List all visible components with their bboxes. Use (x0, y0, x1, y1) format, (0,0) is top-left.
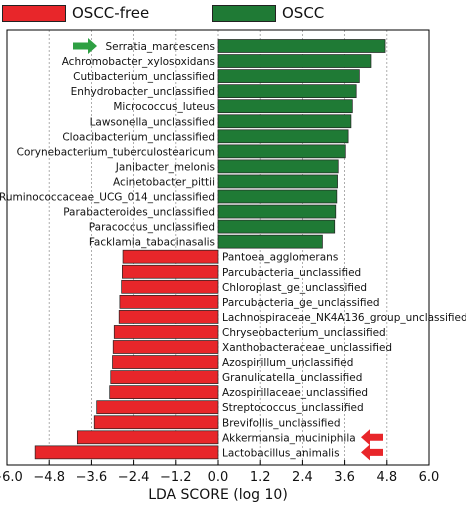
category-label: Cloacibacterium_unclassified (62, 131, 215, 143)
category-label: Achromobacter_xylosoxidans (62, 56, 215, 68)
legend-swatch-oscc (212, 4, 276, 22)
bar-Chloroplast_ge_unclassified (121, 279, 219, 294)
category-label: Corynebacterium_tuberculostearicum (17, 146, 215, 158)
bar-Ruminococcaceae_UCG_014_unclassified (217, 189, 338, 204)
legend: OSCC-free OSCC (0, 0, 466, 28)
category-label: Paracoccus_unclassified (89, 222, 215, 234)
category-label: Micrococcus_luteus (113, 101, 215, 113)
bar-Azospirillum_unclassified (112, 355, 219, 369)
category-label: Parcubacteria_unclassified (222, 267, 361, 279)
category-label: Xanthobacteraceae_unclassified (222, 342, 392, 354)
x-tick-label: 0.0 (208, 470, 229, 485)
legend-label-oscc: OSCC (282, 4, 325, 22)
tick-layer: −6.0 −4.8 −3.6 −2.4 −1.2 0.0 1.2 2.4 3.6 4.8 6.0 (0, 460, 439, 485)
highlight-arrow-icon (361, 429, 383, 446)
bar-Lactobacillus_animalis (34, 445, 219, 460)
highlight-arrow-icon (73, 38, 97, 54)
bar-Janibacter_melonis (217, 159, 339, 174)
bar-Parcubacteria_ge_unclassified (119, 295, 219, 309)
category-label: Pantoea_agglomerans (222, 252, 338, 264)
category-label: Cutibacterium_unclassified (73, 71, 215, 83)
category-label: Lawsonella_unclassified (90, 116, 215, 128)
category-label: Acinetobacter_pittii (113, 176, 215, 188)
x-tick-label: −1.2 (160, 470, 192, 485)
x-tick-label: 1.2 (250, 470, 271, 485)
bar-Akkermansia_muciniphila (76, 430, 219, 445)
x-axis-label: LDA SCORE (log 10) (148, 487, 288, 503)
bar-Facklamia_tabacinasalis (217, 234, 323, 249)
x-tick-label: −4.8 (33, 470, 65, 485)
category-label: Parabacteroides_unclassified (63, 207, 215, 219)
bar-Parcubacteria_unclassified (121, 264, 219, 279)
bar-Micrococcus_luteus (217, 99, 353, 114)
x-tick-label: −6.0 (0, 470, 23, 485)
x-tick-label: −2.4 (118, 470, 150, 485)
category-label: Lactobacillus_animalis (222, 447, 340, 459)
category-label: Akkermansia_muciniphila (222, 432, 356, 444)
bar-Paracoccus_unclassified (217, 219, 336, 234)
bar-Enhydrobacter_unclassified (217, 84, 357, 99)
category-label: Chryseobacterium_unclassified (222, 327, 386, 339)
category-label: Azospirillum_unclassified (222, 357, 353, 369)
bar-layer (34, 39, 386, 460)
highlight-arrow-icon (361, 444, 383, 461)
x-tick-label: −3.6 (76, 470, 108, 485)
bar-Xanthobacteraceae_unclassified (112, 340, 219, 354)
bar-Brevifollis_unclassified (93, 415, 219, 430)
bar-Cloacibacterium_unclassified (217, 129, 349, 144)
category-label: Ruminococcaceae_UCG_014_unclassified (0, 192, 215, 204)
x-tick-label: 2.4 (292, 470, 313, 485)
category-label: Chloroplast_ge_unclassified (222, 282, 367, 294)
category-label: Streptococcus_unclassified (222, 402, 364, 414)
bar-Azospirillaceae_unclassified (109, 385, 219, 399)
category-label: Lachnospiraceae_NK4A136_group_unclassifi… (222, 312, 466, 324)
bar-Corynebacterium_tuberculostearicum (217, 144, 346, 159)
category-label: Facklamia_tabacinasalis (89, 237, 215, 249)
arrow-layer (73, 38, 383, 461)
legend-label-oscc-free: OSCC-free (72, 4, 150, 22)
bar-Lachnospiraceae_NK4A136_group_unclassified (118, 310, 219, 324)
category-label: Brevifollis_unclassified (222, 417, 341, 429)
bar-Lawsonella_unclassified (217, 114, 352, 129)
x-tick-label: 4.8 (376, 470, 397, 485)
bar-Pantoea_agglomerans (122, 249, 219, 264)
bar-Acinetobacter_pittii (217, 174, 338, 189)
bar-Chryseobacterium_unclassified (113, 325, 219, 339)
x-tick-label: 3.6 (334, 470, 355, 485)
bar-Granulicatella_unclassified (110, 370, 219, 384)
bar-Cutibacterium_unclassified (217, 69, 360, 83)
category-label: Janibacter_melonis (115, 161, 215, 173)
legend-item-oscc: OSCC (212, 3, 324, 23)
legend-item-oscc-free: OSCC-free (2, 3, 149, 23)
category-label: Granulicatella_unclassified (222, 372, 362, 384)
category-label: Azospirillaceae_unclassified (222, 387, 368, 399)
category-label: Enhydrobacter_unclassified (71, 86, 215, 98)
bar-Achromobacter_xylosoxidans (217, 54, 372, 68)
category-label: Parcubacteria_ge_unclassified (222, 297, 380, 309)
label-layer: Serratia_marcescens Achromobacter_xylosox… (0, 41, 466, 459)
category-label: Serratia_marcescens (105, 41, 215, 53)
bar-Serratia_marcescens (217, 39, 386, 53)
bar-Parabacteroides_unclassified (217, 204, 337, 219)
legend-swatch-oscc-free (2, 4, 66, 22)
bar-Streptococcus_unclassified (96, 400, 219, 415)
x-tick-label: 6.0 (419, 470, 440, 485)
